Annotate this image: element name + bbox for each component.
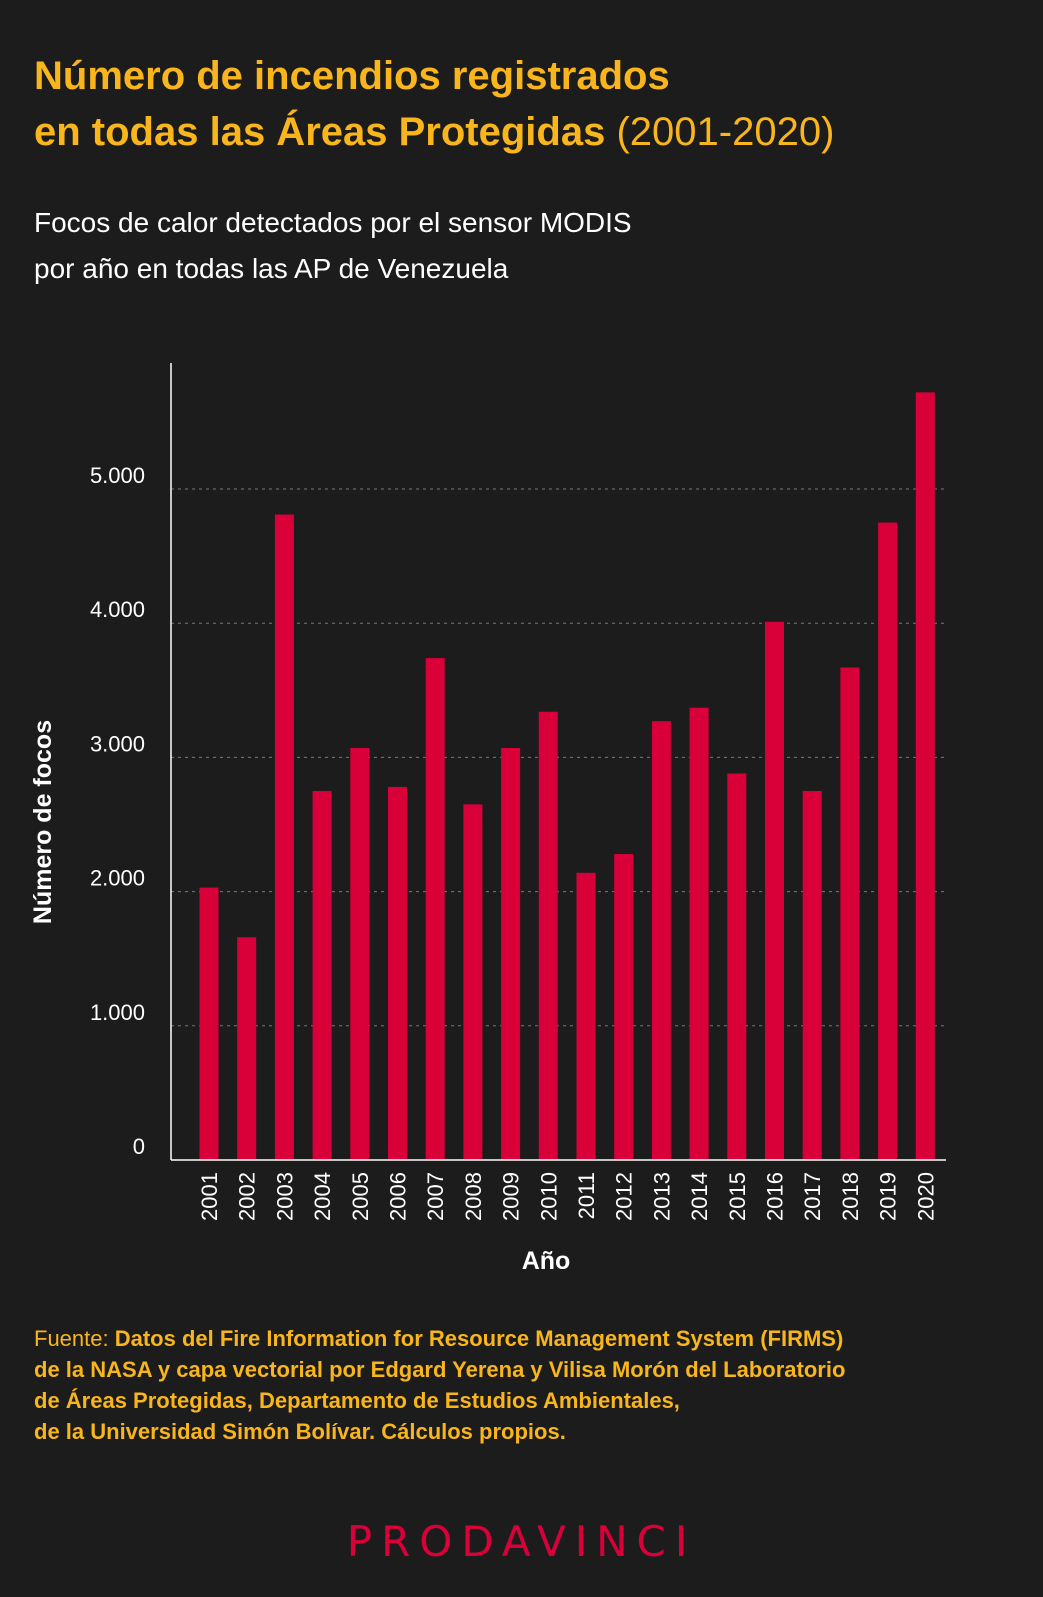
title-years: (2001-2020)	[616, 110, 835, 154]
x-tick-label: 2004	[310, 1172, 335, 1221]
bar-2008	[463, 804, 483, 1160]
title-line-2: en todas las Áreas Protegidas	[34, 110, 606, 154]
bar-2013	[651, 721, 671, 1160]
y-axis-title: Número de focos	[29, 720, 57, 924]
bar-2006	[388, 786, 407, 1160]
x-tick-label: 2014	[687, 1172, 712, 1221]
x-tick-label: 2011	[574, 1172, 599, 1219]
bar-2016	[765, 621, 784, 1160]
source-text-1: Datos del Fire Information for Resource …	[114, 1326, 844, 1351]
title-line-1: Número de incendios registrados	[34, 54, 670, 98]
x-tick-label: 2018	[838, 1172, 863, 1221]
source-label: Fuente:	[34, 1326, 109, 1351]
y-tick-label: 5.000	[90, 463, 145, 488]
x-tick-label: 2015	[725, 1172, 750, 1221]
x-tick-label: 2006	[386, 1172, 411, 1221]
x-tick-label: 2016	[763, 1172, 788, 1221]
x-tick-label: 2002	[235, 1172, 260, 1221]
x-tick-label: 2010	[536, 1172, 561, 1221]
x-tick-label: 2003	[272, 1172, 297, 1221]
y-tick-label: 4.000	[90, 597, 145, 622]
x-tick-label: 2007	[423, 1172, 448, 1221]
y-tick-label: 1.000	[90, 1000, 145, 1025]
bar-2003	[274, 514, 294, 1160]
chart-title: Número de incendios registrados en todas…	[34, 48, 1024, 160]
bar-2009	[501, 748, 521, 1160]
source-text-2: de la NASA y capa vectorial por Edgard Y…	[34, 1357, 846, 1382]
x-tick-label: 2020	[913, 1172, 938, 1221]
source-text-3: de Áreas Protegidas, Departamento de Est…	[34, 1388, 680, 1413]
bar-2017	[802, 790, 822, 1160]
y-tick-label: 2.000	[90, 866, 145, 891]
x-tick-label: 2008	[461, 1172, 486, 1221]
x-tick-label: 2001	[197, 1172, 222, 1221]
x-tick-label: 2012	[612, 1172, 637, 1221]
y-tick-label: 0	[133, 1134, 145, 1159]
bar-2007	[425, 658, 445, 1160]
bar-2004	[312, 790, 332, 1160]
bar-2018	[840, 667, 860, 1160]
x-tick-label: 2009	[499, 1172, 524, 1221]
bar-2012	[614, 854, 634, 1160]
y-tick-label: 3.000	[90, 731, 145, 756]
bars	[199, 392, 935, 1161]
x-tick-label: 2019	[876, 1172, 901, 1221]
subtitle-line-2: por año en todas las AP de Venezuela	[34, 253, 509, 284]
bar-2014	[689, 707, 709, 1160]
prodavinci-logo: PRODAVINCI	[346, 1517, 697, 1566]
source-note: Fuente: Datos del Fire Information for R…	[34, 1323, 994, 1447]
x-tick-label: 2005	[348, 1172, 373, 1221]
x-tick-labels: 2001 2002 2003 2004 2005 2006 2007 2008 2009 2010…	[197, 1172, 938, 1221]
bar-2005	[350, 748, 370, 1160]
bar-2020	[915, 392, 935, 1161]
bar-2011	[576, 872, 596, 1160]
bar-2015	[727, 773, 747, 1160]
x-axis-title: Año	[522, 1247, 571, 1275]
bar-2019	[878, 522, 898, 1160]
bar-2002	[237, 937, 257, 1160]
source-text-4: de la Universidad Simón Bolívar. Cálculo…	[34, 1419, 566, 1444]
subtitle-line-1: Focos de calor detectados por el sensor …	[34, 207, 632, 238]
x-tick-label: 2017	[800, 1172, 825, 1221]
bar-2010	[538, 711, 558, 1160]
bar-2001	[199, 887, 219, 1160]
chart-subtitle: Focos de calor detectados por el sensor …	[34, 200, 934, 292]
x-tick-label: 2013	[649, 1172, 674, 1221]
y-tick-labels: 0 1.000 2.000 3.000 4.000 5.000	[90, 463, 145, 1159]
